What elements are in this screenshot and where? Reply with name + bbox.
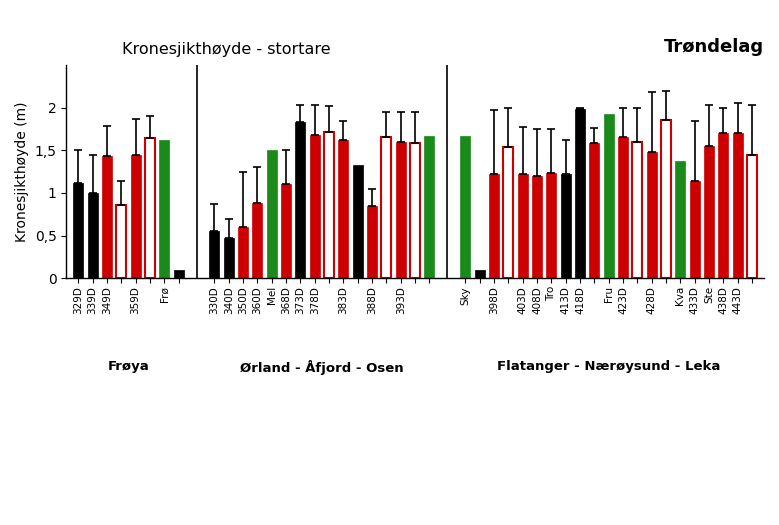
Bar — [489, 174, 499, 278]
Bar — [589, 143, 599, 278]
Bar — [116, 205, 126, 278]
Bar — [503, 147, 513, 278]
Bar — [517, 174, 527, 278]
Bar — [102, 156, 112, 278]
Bar — [675, 161, 686, 278]
Text: Ørland - Åfjord - Osen: Ørland - Åfjord - Osen — [240, 360, 404, 374]
Bar — [159, 140, 169, 278]
Bar — [367, 206, 377, 278]
Bar — [310, 135, 320, 278]
Bar — [532, 176, 542, 278]
Bar — [145, 139, 155, 278]
Bar — [87, 193, 97, 278]
Bar — [747, 154, 757, 278]
Bar — [618, 138, 628, 278]
Bar — [131, 154, 141, 278]
Bar — [382, 138, 392, 278]
Bar — [647, 152, 657, 278]
Bar — [474, 270, 485, 278]
Bar — [460, 136, 471, 278]
Bar — [561, 174, 571, 278]
Text: Flatanger - Nærøysund - Leka: Flatanger - Nærøysund - Leka — [497, 360, 721, 373]
Bar — [281, 184, 291, 278]
Text: Kronesjikthøyde - stortare: Kronesjikthøyde - stortare — [122, 42, 331, 57]
Bar — [633, 142, 643, 278]
Bar — [174, 270, 184, 278]
Bar — [295, 122, 305, 278]
Bar — [410, 143, 420, 278]
Bar — [224, 238, 234, 278]
Text: Trøndelag: Trøndelag — [664, 38, 764, 56]
Text: Frøya: Frøya — [108, 360, 150, 373]
Bar — [718, 133, 728, 278]
Bar — [575, 109, 585, 278]
Bar — [238, 227, 249, 278]
Bar — [210, 232, 220, 278]
Bar — [252, 203, 263, 278]
Bar — [704, 146, 714, 278]
Bar — [425, 136, 435, 278]
Bar — [732, 133, 742, 278]
Bar — [73, 183, 83, 278]
Bar — [396, 142, 406, 278]
Bar — [266, 150, 277, 278]
Bar — [546, 173, 556, 278]
Bar — [324, 132, 334, 278]
Bar — [604, 114, 614, 278]
Bar — [338, 140, 348, 278]
Bar — [689, 181, 700, 278]
Bar — [353, 165, 363, 278]
Bar — [661, 120, 671, 278]
Y-axis label: Kronesjikthøyde (m): Kronesjikthøyde (m) — [15, 101, 29, 242]
